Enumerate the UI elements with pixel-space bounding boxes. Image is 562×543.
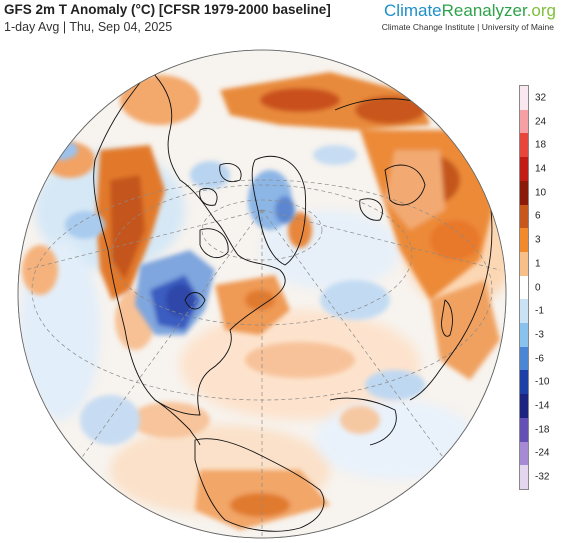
anomaly-field	[20, 72, 506, 530]
legend-label: -3	[535, 329, 544, 341]
legend-swatch	[520, 133, 528, 158]
page-title: GFS 2m T Anomaly (°C) [CFSR 1979-2000 ba…	[4, 2, 331, 17]
legend-swatch	[520, 204, 528, 229]
legend-swatch	[520, 323, 528, 348]
logo-part-org: .org	[526, 1, 556, 20]
page-subtitle: 1-day Avg | Thu, Sep 04, 2025	[4, 20, 173, 34]
legend-label: -6	[535, 353, 544, 365]
legend-swatch	[520, 251, 528, 277]
legend-label: 1	[535, 258, 541, 270]
color-scale-legend: 32 24 18 14 10 6 3 1 0 -1 -3 -6 -10 -14 …	[519, 85, 561, 490]
legend-label: -18	[535, 424, 550, 436]
legend-label: -14	[535, 400, 550, 412]
legend-swatch	[520, 180, 528, 206]
globe-map	[17, 49, 507, 539]
legend-label: -24	[535, 447, 550, 459]
legend-swatch	[520, 228, 528, 253]
legend-swatch	[520, 299, 528, 324]
legend-swatch	[520, 86, 528, 111]
legend-label: -32	[535, 471, 550, 483]
graticule	[24, 179, 501, 538]
legend-label: -1	[535, 305, 544, 317]
logo-part-reanalyzer: Reanalyzer	[441, 1, 527, 20]
legend-swatch	[520, 109, 528, 134]
legend-label: 10	[535, 187, 547, 199]
legend-swatch	[520, 157, 528, 182]
legend-label: 32	[535, 92, 547, 104]
legend-swatch	[520, 441, 528, 466]
legend-swatch	[520, 346, 528, 371]
logo-part-climate: Climate	[384, 1, 442, 20]
climate-reanalyzer-logo[interactable]: ClimateReanalyzer.org	[384, 1, 556, 21]
legend-label: 6	[535, 210, 541, 222]
legend-swatch	[520, 370, 528, 395]
legend-swatch	[520, 394, 528, 419]
legend-label: -10	[535, 376, 550, 388]
affiliation-text: Climate Change Institute | University of…	[381, 22, 554, 32]
legend-label: 18	[535, 139, 547, 151]
legend-swatch	[520, 275, 528, 300]
legend-swatch	[520, 417, 528, 443]
legend-label: 3	[535, 234, 541, 246]
legend-label: 24	[535, 116, 547, 128]
legend-swatch	[520, 465, 528, 490]
legend-color-bar	[519, 85, 529, 490]
legend-label: 14	[535, 163, 547, 175]
legend-label: 0	[535, 282, 541, 293]
